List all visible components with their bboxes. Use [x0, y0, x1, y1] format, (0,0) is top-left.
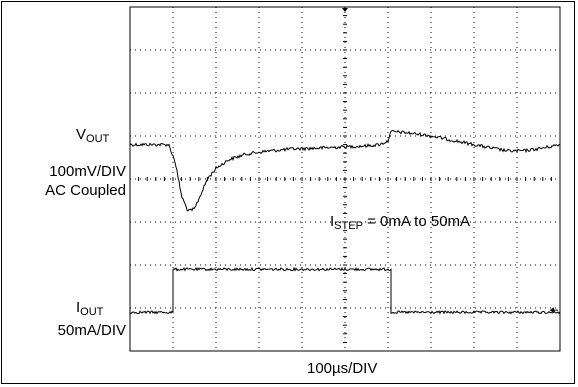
- time-scale-label: 100µs/DIV: [307, 360, 378, 377]
- istep-rest: = 0mA to 50mA: [362, 213, 471, 230]
- vout-label-main: V: [76, 126, 87, 143]
- traces: [129, 129, 561, 315]
- iout-label-sub: OUT: [80, 306, 104, 318]
- iout-trace: [129, 266, 561, 315]
- vout-label: VOUT: [76, 127, 109, 145]
- grid: [129, 6, 561, 352]
- vout-label-sub: OUT: [86, 133, 110, 145]
- istep-main: I: [330, 213, 335, 230]
- iout-scale-label: 50mA/DIV: [57, 322, 126, 339]
- markers: [342, 8, 558, 314]
- istep-sub: STEP: [334, 220, 363, 232]
- iout-label-main: I: [76, 299, 81, 316]
- ground-arrowhead-icon: [550, 307, 554, 314]
- istep-annotation: ISTEP = 0mA to 50mA: [330, 214, 470, 232]
- trigger-marker-icon: [342, 8, 348, 12]
- vout-trace: [129, 129, 561, 212]
- iout-label: IOUT: [76, 300, 103, 318]
- vout-coupling-label: AC Coupled: [45, 182, 126, 199]
- vout-scale-label: 100mV/DIV: [49, 163, 126, 180]
